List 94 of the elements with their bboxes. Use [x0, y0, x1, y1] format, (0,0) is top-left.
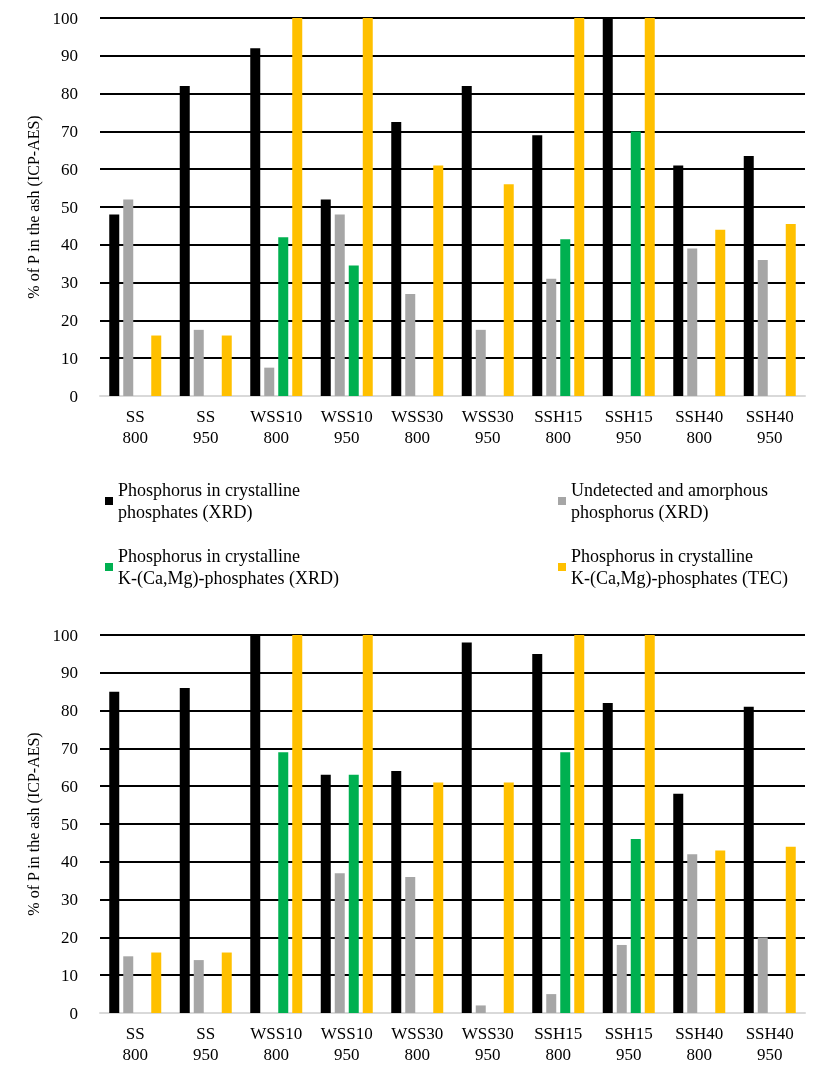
- x-tick-label: WSS30 800: [391, 1024, 444, 1064]
- bar: [433, 782, 444, 1013]
- bar: [757, 937, 768, 1013]
- bar: [278, 237, 289, 396]
- x-tick-label: WSS30 800: [391, 407, 444, 447]
- x-tick-label: SS 950: [193, 407, 219, 447]
- y-tick-label: 60: [61, 159, 78, 179]
- bar: [630, 131, 641, 396]
- bar: [334, 214, 345, 396]
- legend-label: Phosphorus in crystalline K-(Ca,Mg)-phosphates (TEC): [571, 546, 788, 589]
- y-tick-label: 0: [69, 1003, 78, 1023]
- bar: [264, 367, 275, 396]
- bar: [546, 278, 557, 396]
- bar: [630, 839, 641, 1013]
- bar: [123, 956, 134, 1013]
- bar: [362, 18, 373, 396]
- bar: [546, 994, 557, 1013]
- y-axis-title: % of P in the ash (ICP-AES): [25, 732, 44, 916]
- y-tick-label: 80: [61, 701, 78, 721]
- y-tick-label: 0: [69, 386, 78, 406]
- x-tick-label: SS 950: [193, 1024, 219, 1064]
- x-tick-label: SSH40 800: [675, 1024, 724, 1064]
- x-tick-label: SSH40 950: [745, 1024, 794, 1064]
- bar: [644, 18, 655, 396]
- bar: [334, 873, 345, 1013]
- x-tick-label: SSH15 800: [534, 1024, 583, 1064]
- x-tick-label: SS 800: [122, 407, 148, 447]
- y-tick-label: 90: [61, 663, 78, 683]
- bar: [574, 635, 585, 1013]
- bar: [560, 239, 571, 396]
- y-tick-label: 70: [61, 738, 78, 758]
- bar: [123, 199, 134, 396]
- legend-label: Phosphorus in crystalline phosphates (XRD): [118, 480, 305, 523]
- y-tick-label: 50: [61, 197, 78, 217]
- y-tick-label: 20: [61, 310, 78, 330]
- y-tick-label: 100: [52, 625, 78, 645]
- bar: [644, 635, 655, 1013]
- x-tick-label: SS 800: [122, 1024, 148, 1064]
- bar: [193, 960, 204, 1013]
- x-tick-label: WSS10 800: [250, 1024, 303, 1064]
- y-tick-label: 60: [61, 776, 78, 796]
- bar: [221, 335, 232, 396]
- x-tick-label: WSS10 800: [250, 407, 303, 447]
- bar: [503, 782, 514, 1013]
- x-tick-label: WSS30 950: [461, 407, 514, 447]
- bar: [687, 854, 698, 1013]
- bar: [715, 850, 726, 1013]
- y-tick-label: 20: [61, 927, 78, 947]
- bar: [785, 224, 796, 396]
- x-tick-label: SSH15 950: [604, 407, 653, 447]
- bar: [560, 752, 571, 1013]
- bar: [405, 293, 416, 396]
- bar: [687, 248, 698, 396]
- y-tick-label: 30: [61, 273, 78, 293]
- bar: [292, 18, 303, 396]
- legend-label: Undetected and amorphous phosphorus (XRD): [571, 480, 773, 523]
- x-tick-label: WSS10 950: [320, 407, 373, 447]
- bar: [221, 952, 232, 1013]
- bar: [193, 329, 204, 396]
- y-tick-label: 30: [61, 890, 78, 910]
- bar: [785, 846, 796, 1013]
- x-tick-label: SSH40 800: [675, 407, 724, 447]
- x-tick-label: SSH15 950: [604, 1024, 653, 1064]
- y-tick-label: 40: [61, 852, 78, 872]
- y-tick-label: 10: [61, 965, 78, 985]
- x-tick-label: SSH40 950: [745, 407, 794, 447]
- x-tick-label: WSS30 950: [461, 1024, 514, 1064]
- bar: [574, 18, 585, 396]
- bar: [757, 259, 768, 396]
- bar: [475, 329, 486, 396]
- bar: [348, 774, 359, 1013]
- bar: [715, 229, 726, 396]
- bar: [405, 876, 416, 1013]
- x-tick-label: SSH15 800: [534, 407, 583, 447]
- bar: [151, 335, 162, 396]
- bar: [616, 944, 627, 1013]
- bar: [362, 635, 373, 1013]
- bar: [278, 752, 289, 1013]
- y-tick-label: 100: [52, 8, 78, 28]
- bar: [503, 184, 514, 396]
- y-tick-label: 90: [61, 46, 78, 66]
- y-axis-title: % of P in the ash (ICP-AES): [25, 115, 44, 299]
- bar: [475, 1005, 486, 1013]
- y-tick-label: 10: [61, 348, 78, 368]
- y-tick-label: 70: [61, 121, 78, 141]
- legend-label: Phosphorus in crystalline K-(Ca,Mg)-phosphates (XRD): [118, 546, 339, 589]
- bar: [433, 165, 444, 396]
- y-tick-label: 80: [61, 84, 78, 104]
- y-tick-label: 50: [61, 814, 78, 834]
- bar: [292, 635, 303, 1013]
- x-tick-label: WSS10 950: [320, 1024, 373, 1064]
- bar: [151, 952, 162, 1013]
- bar: [348, 265, 359, 396]
- y-tick-label: 40: [61, 235, 78, 255]
